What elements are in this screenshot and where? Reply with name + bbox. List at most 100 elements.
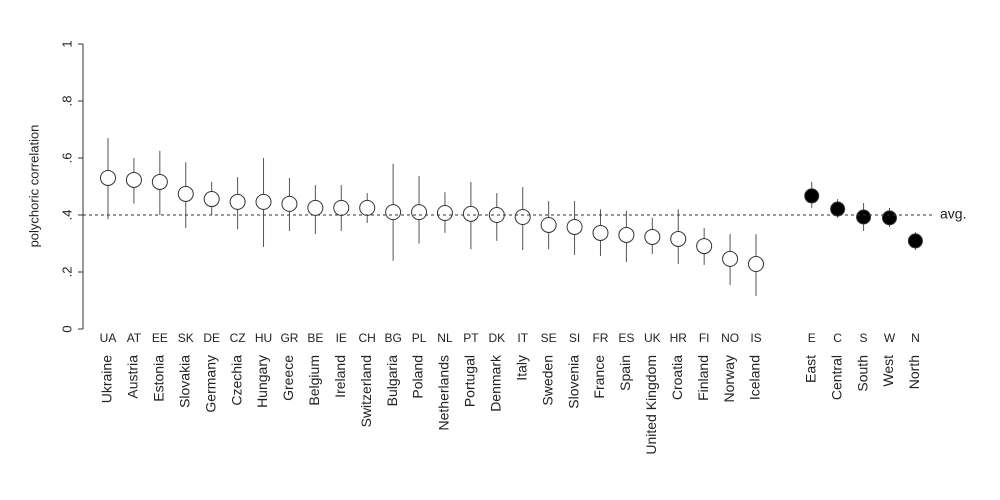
x-tick-label: Sweden	[539, 355, 555, 406]
x-tick-label: Ukraine	[99, 355, 115, 403]
point	[307, 199, 324, 216]
code-label: E	[808, 331, 816, 345]
code-label: DE	[203, 331, 220, 345]
x-tick-label: Italy	[513, 355, 529, 381]
point	[229, 193, 246, 210]
point	[125, 171, 142, 188]
point	[281, 195, 298, 212]
x-tick-label: South	[854, 355, 870, 392]
x-tick-label: Norway	[721, 355, 737, 402]
x-tick-label: Germany	[202, 355, 218, 413]
point	[907, 233, 923, 249]
x-tick-label: East	[802, 355, 818, 383]
y-tick-label: 1	[59, 40, 74, 47]
x-tick-label: Slovenia	[565, 355, 581, 409]
code-label: N	[911, 331, 920, 345]
x-tick-label: Ireland	[332, 355, 348, 398]
y-tick-label: .8	[59, 96, 74, 107]
point	[748, 256, 764, 273]
code-label: GR	[280, 331, 298, 345]
x-tick-label: Switzerland	[358, 355, 374, 427]
code-label: UA	[100, 331, 117, 345]
point	[411, 204, 428, 221]
code-label: PL	[412, 331, 427, 345]
x-tick-label: Estonia	[151, 355, 167, 402]
code-label: C	[833, 331, 842, 345]
point	[385, 204, 402, 221]
x-tick-label: Czechia	[228, 355, 244, 406]
x-tick-label: Croatia	[669, 355, 685, 400]
x-tick-label: Bulgaria	[384, 355, 400, 407]
point	[359, 199, 376, 216]
x-tick-label: Central	[828, 355, 844, 400]
x-tick-label: Greece	[280, 355, 296, 401]
code-label: IE	[336, 331, 347, 345]
x-tick-label: Belgium	[306, 355, 322, 406]
x-tick-label: United Kingdom	[643, 355, 659, 455]
y-axis-label: polychoric correlation	[26, 125, 41, 248]
code-label: FR	[592, 331, 608, 345]
point	[618, 226, 635, 243]
code-label: DK	[488, 331, 505, 345]
point	[722, 250, 739, 267]
y-tick-label: .4	[59, 210, 74, 221]
x-tick-label: Hungary	[254, 355, 270, 408]
point	[177, 185, 194, 202]
code-label: SE	[541, 331, 557, 345]
code-label: BE	[307, 331, 323, 345]
x-tick-label: Iceland	[747, 355, 763, 400]
x-tick-label: Austria	[125, 355, 141, 399]
point	[566, 218, 583, 235]
x-tick-label: Finland	[695, 355, 711, 401]
y-tick-label: 0	[59, 325, 74, 332]
y-tick-label: .6	[59, 153, 74, 164]
code-label: SK	[178, 331, 194, 345]
code-label: SI	[569, 331, 580, 345]
point	[255, 193, 272, 210]
x-tick-label: West	[880, 355, 896, 387]
x-tick-label: North	[906, 355, 922, 389]
code-label: EE	[152, 331, 168, 345]
point	[333, 199, 350, 216]
point	[881, 210, 897, 226]
x-tick-label: Slovakia	[176, 355, 192, 408]
code-label: CH	[359, 331, 376, 345]
code-label: NL	[437, 331, 453, 345]
point	[856, 209, 872, 225]
point	[203, 191, 220, 208]
code-label: W	[884, 331, 896, 345]
point	[830, 201, 846, 217]
point	[514, 208, 531, 225]
point	[462, 205, 479, 222]
code-label: PT	[463, 331, 479, 345]
code-label: AT	[127, 331, 142, 345]
code-label: NO	[721, 331, 739, 345]
point	[804, 188, 820, 204]
point	[436, 205, 453, 222]
x-tick-label: Netherlands	[436, 355, 452, 431]
code-label: UK	[644, 331, 661, 345]
point	[151, 173, 168, 190]
x-tick-label: Spain	[617, 355, 633, 391]
point	[696, 238, 713, 255]
x-tick-label: Poland	[410, 355, 426, 399]
code-label: CZ	[230, 331, 246, 345]
point	[100, 169, 116, 186]
point	[644, 228, 661, 245]
y-tick-label: .2	[59, 267, 74, 278]
x-tick-label: Portugal	[462, 355, 478, 407]
point	[592, 224, 609, 241]
point	[540, 216, 557, 233]
x-tick-label: Denmark	[488, 354, 504, 412]
x-tick-label: France	[591, 355, 607, 399]
reference-label: avg.	[940, 206, 966, 222]
code-label: S	[860, 331, 868, 345]
code-label: BG	[384, 331, 401, 345]
point	[670, 230, 687, 247]
code-label: IT	[517, 331, 528, 345]
code-label: ES	[618, 331, 634, 345]
code-label: HU	[255, 331, 272, 345]
code-label: IS	[750, 331, 761, 345]
code-label: HR	[670, 331, 688, 345]
